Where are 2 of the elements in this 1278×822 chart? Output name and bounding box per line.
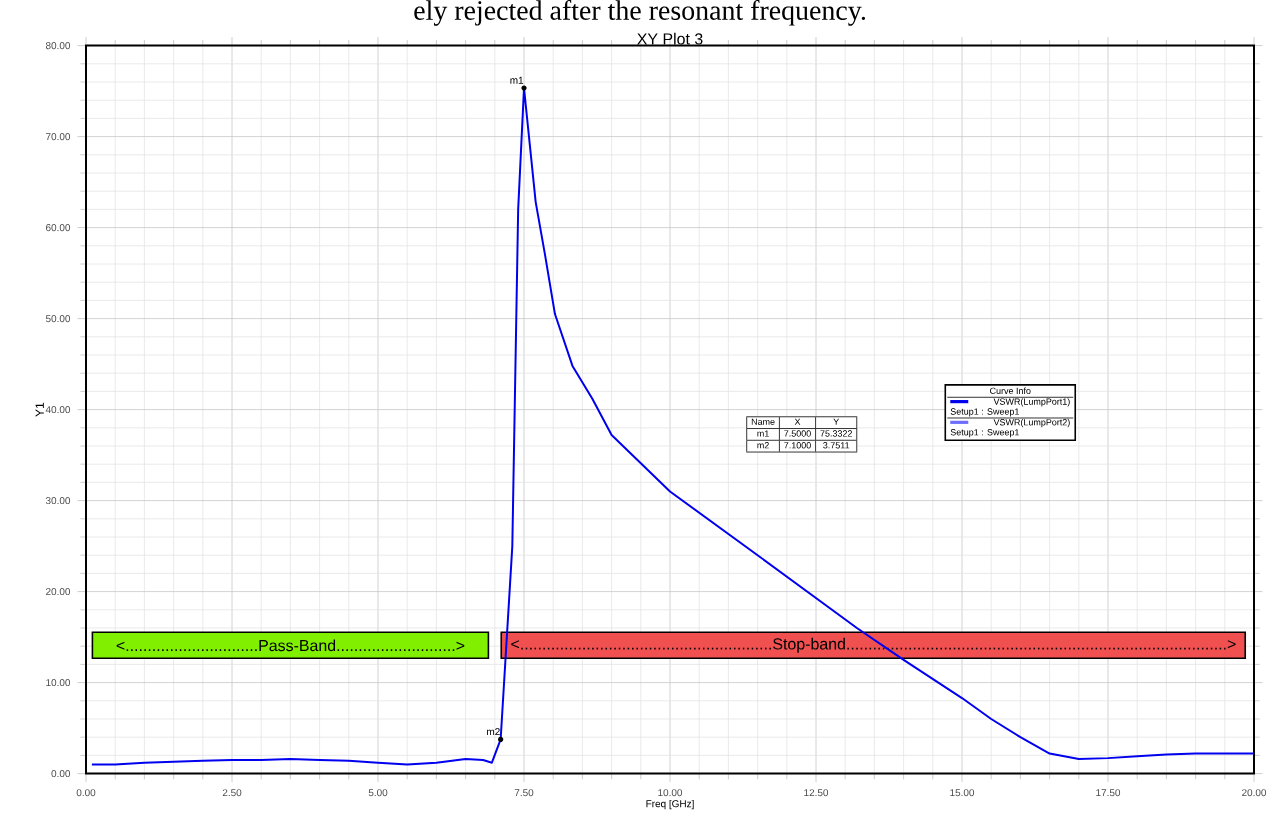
text: ely rejected after the resonant frequency. <box>414 0 866 26</box>
line-series <box>90 85 1255 766</box>
